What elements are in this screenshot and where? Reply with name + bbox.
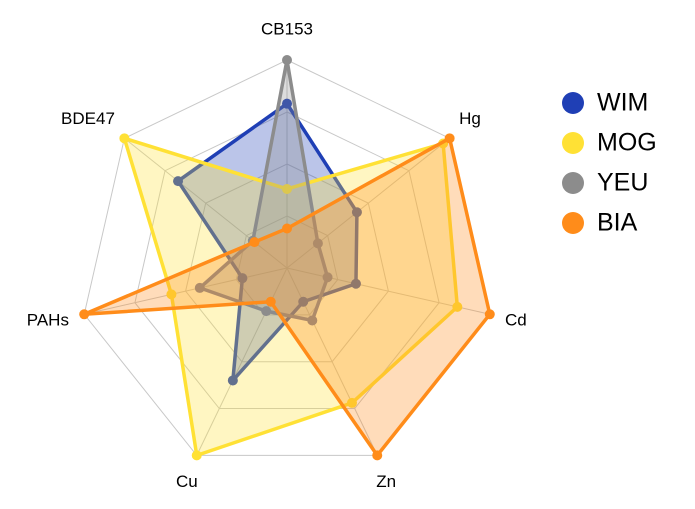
data-point [452, 301, 463, 312]
data-point [173, 176, 184, 187]
data-point [166, 289, 177, 300]
data-point [322, 272, 333, 283]
legend-marker [562, 212, 584, 234]
axis-label: BDE47 [61, 109, 115, 128]
axis-spoke [124, 137, 288, 269]
axis-label: CB153 [261, 19, 313, 38]
data-point [372, 450, 383, 461]
series-area [198, 58, 330, 323]
legend-label: BIA [597, 209, 638, 237]
data-point [237, 273, 248, 284]
legend-marker [562, 132, 584, 154]
data-point [282, 98, 292, 109]
data-point [346, 397, 357, 408]
data-point [351, 207, 362, 218]
data-point [261, 306, 272, 317]
axis-label: Cd [505, 310, 527, 329]
data-point [282, 55, 292, 65]
legend-marker [562, 92, 584, 114]
series-area [176, 101, 359, 383]
series-area [82, 136, 492, 458]
data-point [444, 133, 455, 144]
legend-label: WIM [597, 89, 648, 117]
data-point [350, 278, 361, 289]
axis-label: Cu [176, 472, 198, 491]
data-point [484, 309, 495, 320]
axis-spoke [84, 267, 288, 315]
axis-label: Zn [376, 472, 396, 491]
data-point [227, 375, 238, 386]
series-area [122, 136, 460, 458]
data-point [312, 238, 323, 249]
grid-ring [134, 111, 440, 410]
data-point [307, 315, 318, 326]
legend-label: MOG [597, 129, 657, 157]
axis-label: PAHs [27, 310, 69, 329]
legend-marker [562, 172, 584, 194]
data-point [298, 296, 309, 307]
data-point [119, 133, 130, 144]
data-point [249, 237, 260, 248]
data-point [282, 183, 292, 194]
data-point [79, 309, 90, 320]
legend-label: YEU [597, 169, 648, 197]
data-point [265, 296, 276, 307]
data-point [191, 450, 202, 461]
data-point [194, 282, 205, 293]
axis-label: Hg [459, 109, 481, 128]
data-point [282, 223, 292, 234]
